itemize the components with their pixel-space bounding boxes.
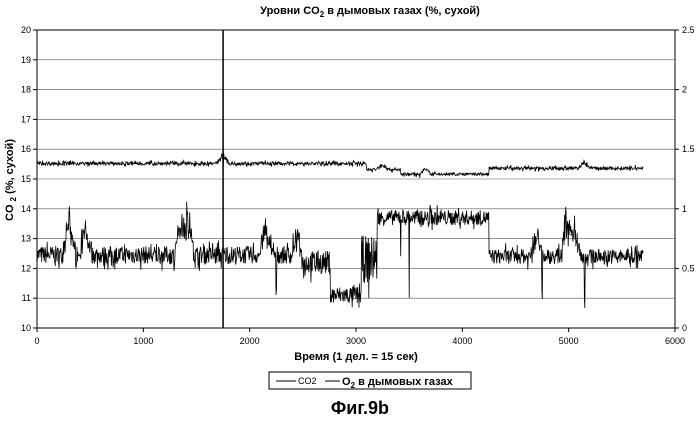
x-axis-ticks: 0 1000 2000 3000 4000 5000 6000 — [34, 328, 685, 346]
x-axis-label: Время (1 дел. = 15 сек) — [294, 351, 418, 363]
tick-label-y2-1.5: 1.5 — [682, 144, 695, 154]
tick-label-y2-2.5: 2.5 — [682, 25, 695, 35]
tick-label-y-20: 20 — [21, 25, 31, 35]
tick-label-y-12: 12 — [21, 263, 31, 273]
legend: CO2 O2 в дымовых газах — [269, 372, 471, 390]
tick-label-x-2000: 2000 — [240, 336, 260, 346]
tick-label-y2-2: 2 — [682, 85, 687, 95]
legend-label-co2: CO2 — [298, 376, 317, 386]
tick-label-y2-0: 0 — [682, 323, 687, 333]
tick-label-y-16: 16 — [21, 144, 31, 154]
tick-label-y-14: 14 — [21, 204, 31, 214]
tick-label-x-3000: 3000 — [346, 336, 366, 346]
tick-label-x-4000: 4000 — [452, 336, 472, 346]
tick-label-y-11: 11 — [22, 293, 31, 303]
tick-label-x-6000: 6000 — [665, 336, 685, 346]
tick-label-y-15: 15 — [21, 174, 31, 184]
tick-label-y2-0.5: 0.5 — [682, 263, 695, 273]
tick-label-y-18: 18 — [21, 85, 31, 95]
tick-label-y-10: 10 — [21, 323, 31, 333]
tick-label-y-13: 13 — [21, 234, 31, 244]
chart-title: Уровни CO2 в дымовых газах (%, сухой) — [260, 5, 480, 19]
tick-label-x-5000: 5000 — [559, 336, 579, 346]
tick-label-y2-1: 1 — [682, 204, 687, 214]
y-axis-right-ticks: 0 0.5 1 1.5 2 2.5 — [675, 25, 695, 333]
legend-label-o2: O2 в дымовых газах — [342, 376, 454, 390]
tick-label-x-0: 0 — [34, 336, 39, 346]
tick-label-x-1000: 1000 — [133, 336, 153, 346]
tick-label-y-17: 17 — [21, 114, 31, 124]
tick-label-y-19: 19 — [21, 55, 31, 65]
figure-caption: Фиг.9b — [331, 398, 389, 418]
y-axis-label: CO 2 (%, сухой) — [4, 139, 18, 221]
y-axis-left-ticks: 10 11 12 13 14 15 16 17 18 19 20 — [21, 25, 37, 333]
